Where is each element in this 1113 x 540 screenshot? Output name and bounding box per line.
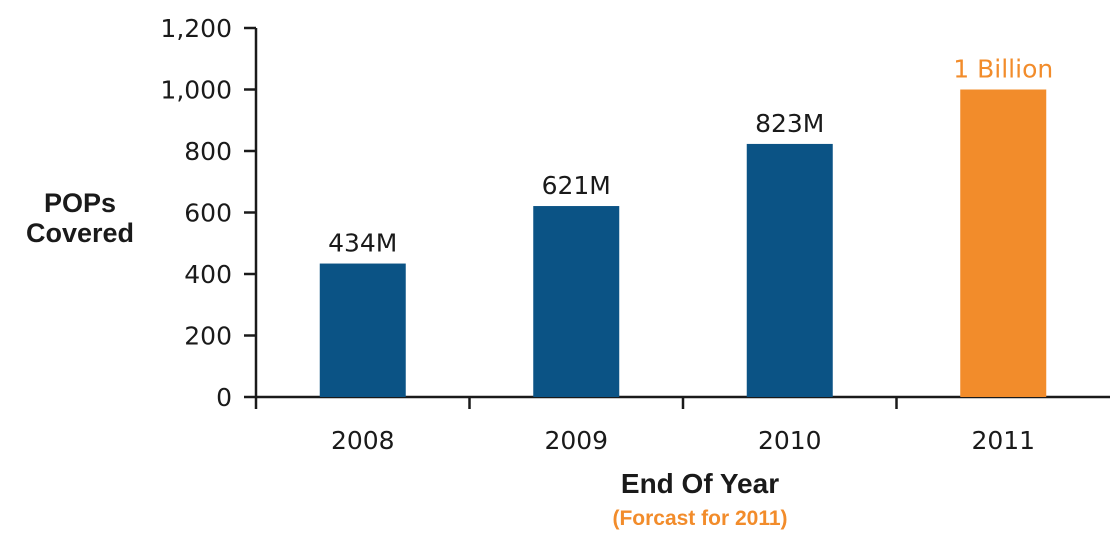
data-labels: 434M 621M 823M 1 Billion bbox=[328, 55, 1053, 258]
y-tick-label: 600 bbox=[184, 199, 232, 228]
y-axis-title-line-2: Covered bbox=[25, 218, 135, 248]
x-axis: 2008 2009 2010 2011 bbox=[254, 395, 1110, 455]
x-axis-title: End Of Year bbox=[620, 468, 780, 499]
y-axis-title-line-1: POPs bbox=[43, 188, 117, 218]
y-tick-label: 400 bbox=[184, 260, 232, 289]
data-label-2008: 434M bbox=[328, 229, 397, 258]
data-label-2009: 621M bbox=[542, 171, 611, 200]
bar-2011 bbox=[960, 89, 1047, 397]
x-tick-label: 2011 bbox=[971, 426, 1035, 455]
bar-2008 bbox=[319, 263, 406, 397]
y-tick-label: 1,200 bbox=[160, 14, 232, 43]
x-tick-label: 2010 bbox=[758, 426, 822, 455]
x-tick-label: 2009 bbox=[544, 426, 608, 455]
bars bbox=[319, 89, 1047, 397]
y-tick-label: 200 bbox=[184, 322, 232, 351]
y-tick-label: 1,000 bbox=[160, 76, 232, 105]
x-tick-label: 2008 bbox=[331, 426, 395, 455]
y-tick-label: 800 bbox=[184, 137, 232, 166]
y-tick-label: 0 bbox=[216, 383, 232, 412]
y-axis-title: POPs Covered bbox=[14, 188, 146, 248]
data-label-2010: 823M bbox=[755, 109, 824, 138]
forecast-note: (Forcast for 2011) bbox=[612, 507, 788, 530]
bar-chart: 0 200 400 600 800 1,000 1,200 2008 2009 2010 2011… bbox=[160, 14, 1110, 455]
bar-2009 bbox=[533, 206, 620, 397]
y-axis: 0 200 400 600 800 1,000 1,200 bbox=[160, 14, 258, 412]
data-label-2011: 1 Billion bbox=[953, 55, 1053, 84]
bar-2010 bbox=[746, 143, 833, 397]
